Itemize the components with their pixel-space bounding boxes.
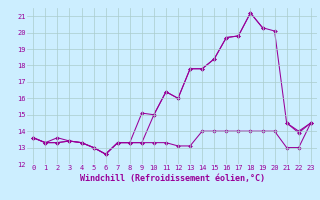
X-axis label: Windchill (Refroidissement éolien,°C): Windchill (Refroidissement éolien,°C) <box>79 174 265 183</box>
